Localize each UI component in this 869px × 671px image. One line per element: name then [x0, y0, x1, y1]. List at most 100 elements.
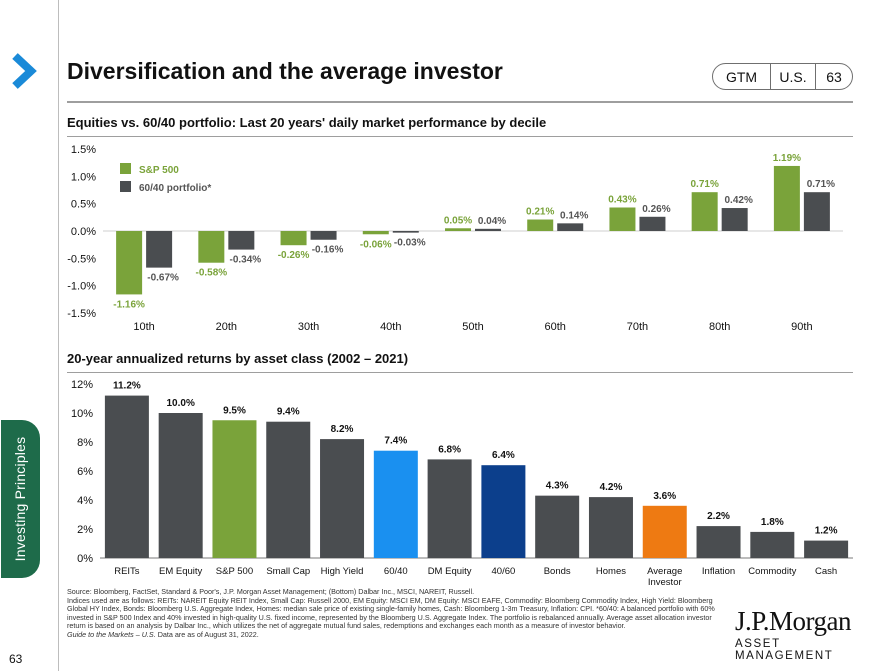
logo-name: J.P.Morgan [735, 606, 852, 636]
chart1-data-label: -0.34% [229, 255, 261, 266]
chart1-xtick-label: 90th [791, 321, 812, 333]
chart2-bar [158, 413, 203, 558]
chart2-data-label: 4.3% [546, 481, 569, 492]
chart1-bar-sp500 [445, 228, 471, 231]
chart1-ytick-label: -1.5% [67, 308, 96, 320]
chart2-data-label: 10.0% [166, 398, 194, 409]
chart2-data-label: 11.2% [113, 381, 141, 392]
section-tab[interactable] [1, 420, 40, 578]
chart2-xtick-label: S&P 500 [216, 566, 253, 577]
chart1-legend-swatch [120, 181, 131, 192]
chart1-bar-6040 [146, 231, 173, 268]
chart2-xtick-label: Inflation [702, 566, 735, 577]
chart2-data-label: 9.5% [223, 405, 246, 416]
chart1-bar-6040 [803, 192, 830, 231]
chart2-xtick-label: Commodity [748, 566, 796, 577]
footnote-guide: Guide to the Markets – U.S. [67, 629, 156, 639]
chart1-ytick-label: 1.0% [71, 171, 96, 183]
chart1-legend-label: 60/40 portfolio* [139, 183, 211, 194]
chart1-data-label: 0.42% [724, 195, 752, 206]
chart1-ytick-label: 1.5% [71, 144, 96, 156]
badge-gtm: GTM [713, 64, 771, 89]
chart1-bar-sp500 [527, 219, 554, 231]
footnote-indices: Indices used are as follows: REITs: NARE… [67, 595, 715, 631]
chart1-data-label: -0.58% [195, 268, 227, 279]
chart1-legend-swatch [120, 163, 131, 174]
chart1-bar-sp500 [280, 231, 307, 246]
chart1-xtick-label: 40th [380, 321, 401, 333]
chart1-ytick-label: -1.0% [67, 281, 96, 293]
chart1-data-label: 1.19% [773, 153, 801, 164]
chart2-ytick-label: 4% [77, 495, 93, 507]
chart2-bar [804, 540, 849, 558]
badge-region: U.S. [771, 64, 816, 89]
chart1-divider [67, 136, 853, 137]
chart2-data-label: 2.2% [707, 511, 730, 522]
logo-subtitle: ASSET MANAGEMENT [735, 638, 834, 662]
chart2-ytick-label: 10% [71, 408, 93, 420]
chart2-xtick-label: 60/40 [384, 566, 408, 577]
chart2-divider [67, 372, 853, 373]
chart2-bar [212, 420, 257, 558]
chart1-bar-sp500 [198, 231, 225, 263]
page-number: 63 [9, 652, 23, 666]
chart2-bar [266, 421, 311, 558]
badge-page: 63 [826, 68, 842, 85]
chart1-ytick-label: -0.5% [67, 253, 96, 265]
chart1-data-label: 0.21% [526, 207, 554, 218]
chart2-bar [481, 465, 526, 558]
chart1-bar-sp500 [116, 231, 143, 295]
chart1-bar-sp500 [691, 192, 718, 231]
chart1-data-label: -1.16% [113, 299, 145, 310]
chart1-bar-sp500 [362, 231, 389, 235]
chart1-data-label: 0.14% [560, 210, 588, 221]
chart1-xtick-label: 50th [462, 321, 483, 333]
chart1-data-label: -0.16% [312, 245, 344, 256]
chart2-data-label: 4.2% [600, 482, 623, 493]
chart2-xtick-label: EM Equity [159, 566, 203, 577]
chart2-ytick-label: 2% [77, 524, 93, 536]
chart1-xtick-label: 20th [216, 321, 237, 333]
chart2-bar [750, 531, 795, 558]
chart2-title: 20-year annualized returns by asset clas… [67, 351, 409, 366]
chart1-data-label: -0.67% [147, 273, 179, 284]
chart1-data-label: -0.06% [360, 239, 392, 250]
chart2-xtick-label: Cash [815, 566, 837, 577]
chart2-xtick-label: Small Cap [266, 566, 310, 577]
chart2-xtick-label: 40/60 [492, 566, 516, 577]
chevron-right-icon[interactable] [9, 52, 39, 90]
chart2-data-label: 8.2% [331, 424, 354, 435]
chart1-bar-6040 [475, 228, 501, 231]
chart1-legend-label: S&P 500 [139, 165, 179, 176]
chart2-xtick-label: Bonds [544, 566, 571, 577]
chart1-bar-6040 [310, 231, 337, 240]
chart2-data-label: 6.8% [438, 444, 461, 455]
chart1-xtick-label: 30th [298, 321, 319, 333]
chart2-data-label: 9.4% [277, 407, 300, 418]
chart1-xtick-label: 60th [545, 321, 566, 333]
chart1-data-label: 0.04% [478, 216, 506, 227]
chart2-ytick-label: 6% [77, 466, 93, 478]
chart2-data-label: 3.6% [653, 491, 676, 502]
chart2-bar [373, 450, 418, 558]
footnote: Source: Bloomberg, FactSet, Standard & P… [67, 587, 727, 640]
chart2-bar [535, 495, 580, 558]
chart1-bar-6040 [228, 231, 255, 250]
chart2-bar [104, 395, 149, 558]
chart2-data-label: 1.2% [815, 526, 838, 537]
footnote-asof: Data are as of August 31, 2022. [157, 629, 259, 639]
chart1-data-label: 0.05% [444, 215, 472, 226]
chart1-data-label: 0.71% [807, 179, 835, 190]
decile-chart: 1.5% 1.0% 0.5% 0.0% -0.5% -1.0% -1.5% -1.16% -0.… [67, 144, 843, 333]
page-title: Diversification and the average investor [67, 58, 503, 84]
chart2-ytick-label: 12% [71, 379, 93, 391]
chart2-bar [696, 526, 741, 558]
chart2-bar [642, 505, 687, 558]
chart1-xtick-label: 70th [627, 321, 648, 333]
chart1-ytick-label: 0.5% [71, 199, 96, 211]
chart2-ytick-label: 8% [77, 437, 93, 449]
asset-class-chart: 12% 10% 8% 6% 4% 2% 0% 11.2% REITs 10.0% EM Equity… [71, 379, 853, 588]
chart2-data-label: 7.4% [384, 436, 407, 447]
gtm-badge: GTM U.S. 63 [712, 63, 853, 90]
chart2-ytick-label: 0% [77, 553, 93, 565]
